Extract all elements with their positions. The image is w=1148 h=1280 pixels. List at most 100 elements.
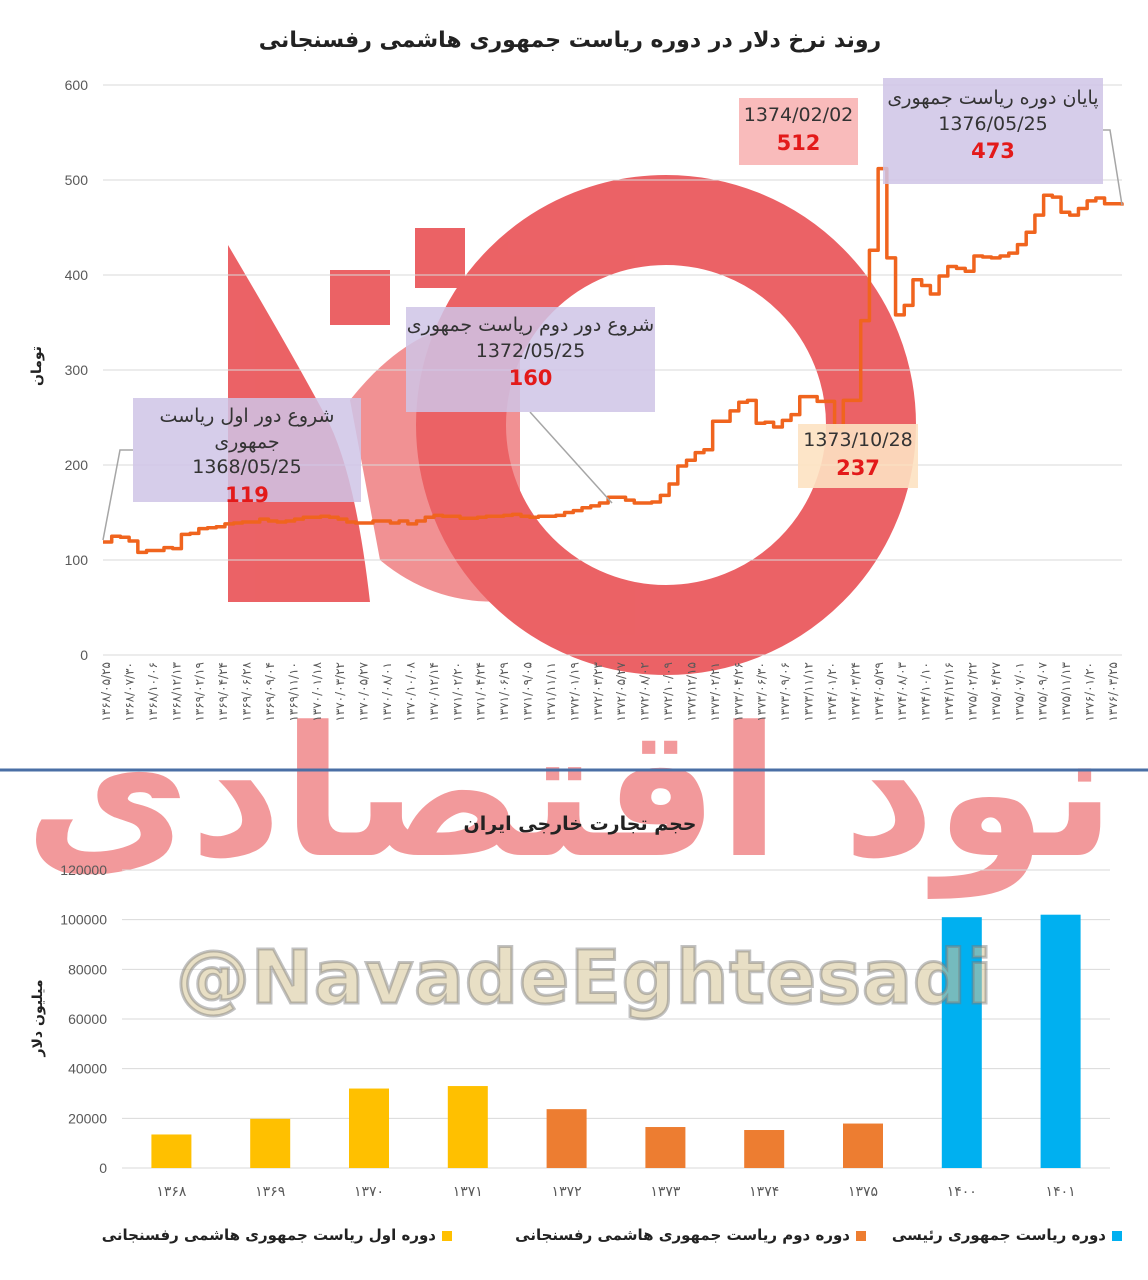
annotation-second-term-date: 1372/05/25	[475, 339, 586, 362]
bar-chart-bar	[941, 917, 982, 1168]
line-chart-x-tick: ۱۳۶۸/۰۵/۲۵	[99, 662, 113, 722]
line-chart-x-tick: ۱۳۷۱/۱۱/۱۱	[544, 662, 558, 722]
line-chart-x-tick: ۱۳۷۰/۰۵/۲۷	[357, 661, 371, 721]
bar-chart-x-tick: ۱۳۷۳	[650, 1184, 681, 1200]
bar-chart-y-tick: 60000	[68, 1011, 107, 1027]
bar-chart-x-tick: ۱۳۷۴	[749, 1184, 779, 1200]
bar-chart-bar	[546, 1109, 587, 1168]
line-chart-x-tick: ۱۳۶۸/۱۰/۰۶	[146, 662, 160, 722]
line-chart-x-tick: ۱۳۷۲/۰۳/۲۳	[591, 661, 605, 721]
bar-chart-bar	[843, 1123, 883, 1168]
bar-chart-bar	[447, 1086, 488, 1168]
bar-chart-y-tick: 80000	[68, 961, 107, 977]
bar-chart-y-tick: 40000	[68, 1061, 107, 1077]
line-chart-x-tick: ۱۳۷۳/۰۴/۲۶	[731, 662, 745, 722]
line-chart-y-tick: 0	[80, 647, 88, 663]
bar-chart-x-tick: ۱۳۶۹	[255, 1184, 285, 1200]
line-chart-x-tick: ۱۳۶۹/۰۶/۲۸	[240, 661, 254, 721]
line-chart-x-tick: ۱۳۷۵/۰۲/۲۲	[965, 662, 979, 722]
legend-raisi-term-swatch	[1112, 1230, 1122, 1241]
line-chart-x-tick: ۱۳۷۵/۱۱/۱۳	[1059, 661, 1073, 721]
annotation-first-term-date: 1368/05/25	[192, 456, 302, 479]
legend-second-term: دوره دوم ریاست جمهوری هاشمی رفسنجانی	[515, 1226, 866, 1244]
bar-chart-y-tick: 20000	[68, 1110, 107, 1126]
line-chart-x-tick: ۱۳۷۰/۰۸/۰۱	[380, 662, 394, 722]
bar-chart-y-tick: 120000	[60, 862, 107, 878]
annotation-end-term-label: پایان دوره ریاست جمهوری	[887, 87, 1099, 109]
annotation-end-term-date: 1376/05/25	[938, 112, 1048, 135]
annotation-dip: 1373/10/28 237	[798, 424, 918, 488]
line-chart-y-tick: 500	[65, 172, 89, 188]
line-chart-x-tick: ۱۳۷۶/۰۳/۲۵	[1106, 662, 1120, 722]
line-chart-title: روند نرخ دلار در دوره ریاست جمهوری هاشمی…	[258, 28, 882, 53]
line-chart-x-tick: ۱۳۷۱/۰۶/۲۹	[497, 662, 511, 722]
bar-chart-bar	[250, 1118, 291, 1168]
line-chart-x-tick: ۱۳۶۸/۰۷/۳۰	[122, 662, 136, 722]
legend-first-term-label: دوره اول ریاست جمهوری هاشمی رفسنجانی	[101, 1226, 436, 1244]
bar-chart-x-tick: ۱۴۰۱	[1046, 1184, 1076, 1200]
line-chart-x-tick: ۱۳۷۲/۱۲/۱۵	[684, 662, 698, 722]
annotation-first-term-leader	[102, 449, 133, 541]
line-chart-x-tick: ۱۳۷۰/۱۲/۱۴	[427, 662, 441, 722]
line-chart-x-tick: ۱۳۷۰/۰۱/۱۸	[310, 661, 324, 721]
watermark-logo-dot	[415, 228, 465, 288]
line-chart-y-tick: 600	[65, 77, 89, 93]
bar-chart-bar	[645, 1127, 686, 1168]
line-chart-series	[103, 166, 1124, 555]
line-chart-x-tick: ۱۳۷۵/۰۷/۰۱	[1012, 662, 1026, 722]
line-chart-x-tick: ۱۳۷۳/۰۲/۲۱	[708, 662, 722, 722]
bar-chart-x-tick: ۱۳۷۵	[848, 1184, 878, 1200]
line-chart-x-tick: ۱۳۷۴/۰۳/۲۴	[848, 662, 862, 722]
watermark-brand-text: نود اقتصادی	[25, 689, 1116, 899]
watermark-logo-dot	[330, 270, 390, 325]
line-chart-x-tick: ۱۳۷۲/۱۰/۰۹	[661, 662, 675, 722]
line-chart-x-tick: ۱۳۷۵/۰۴/۲۷	[989, 661, 1003, 721]
bar-chart-title: حجم تجارت خارجی ایران	[463, 813, 697, 835]
bar-chart-bar	[349, 1088, 389, 1168]
line-chart-x-tick: ۱۳۷۰/۰۳/۲۲	[333, 662, 347, 722]
line-chart-x-tick: ۱۳۷۵/۰۹/۰۷	[1036, 661, 1050, 721]
bar-chart-bar	[1040, 914, 1081, 1168]
annotation-first-term-label: شروع دور اول ریاست جمهوری	[159, 405, 335, 453]
bar-chart-y-tick: 0	[99, 1160, 107, 1176]
legend-second-term-label: دوره دوم ریاست جمهوری هاشمی رفسنجانی	[515, 1226, 850, 1244]
legend-first-term: دوره اول ریاست جمهوری هاشمی رفسنجانی	[102, 1226, 452, 1244]
line-chart-x-tick: ۱۳۷۲/۰۱/۱۹	[567, 662, 581, 722]
legend-raisi-term-label: دوره ریاست جمهوری رئیسی	[891, 1226, 1106, 1244]
annotation-peak-value: 512	[776, 130, 821, 155]
line-chart-x-tick: ۱۳۷۴/۰۱/۲۰	[825, 662, 839, 722]
line-chart-x-tick: ۱۳۷۱/۰۹/۰۵	[521, 662, 535, 722]
annotation-first-term: شروع دور اول ریاست جمهوری 1368/05/25 119	[133, 398, 361, 507]
annotation-end-term: پایان دوره ریاست جمهوری 1376/05/25 473	[883, 78, 1103, 184]
line-chart-x-tick: ۱۳۷۳/۰۹/۰۶	[778, 662, 792, 722]
bar-chart-ylabel: میلیون دلار	[30, 979, 46, 1057]
line-chart-x-tick: ۱۳۷۶/۰۱/۲۰	[1083, 662, 1097, 722]
bar-chart-x-tick: ۱۳۷۰	[354, 1184, 384, 1200]
annotation-peak: 1374/02/02 512	[739, 98, 858, 165]
annotation-end-term-value: 473	[971, 139, 1015, 164]
line-chart-x-tick: ۱۳۶۹/۰۲/۱۹	[193, 662, 207, 722]
annotation-first-term-value: 119	[225, 482, 269, 507]
annotation-second-term: شروع دور دوم ریاست جمهوری 1372/05/25 160	[406, 307, 655, 412]
line-chart-x-tick: ۱۳۶۹/۰۴/۲۴	[216, 662, 230, 722]
line-chart-x-tick: ۱۳۷۱/۰۲/۲۰	[450, 662, 464, 722]
annotation-dip-value: 237	[836, 455, 880, 480]
line-chart-y-tick: 300	[65, 362, 89, 378]
bar-chart-x-tick: ۱۳۷۲	[552, 1184, 582, 1200]
annotation-second-term-label: شروع دور دوم ریاست جمهوری	[406, 314, 655, 336]
annotation-dip-date: 1373/10/28	[803, 429, 913, 451]
legend-raisi-term: دوره ریاست جمهوری رئیسی	[892, 1226, 1122, 1244]
line-chart-x-tick: ۱۳۷۴/۰۸/۰۳	[895, 661, 909, 721]
bar-chart-x-tick: ۱۴۰۰	[947, 1184, 977, 1200]
line-chart-x-tick: ۱۳۷۳/۰۶/۳۰	[755, 662, 769, 722]
bar-chart-x-tick: ۱۳۷۱	[453, 1184, 483, 1200]
line-chart-x-tick: ۱۳۷۰/۱۰/۰۸	[403, 661, 417, 721]
line-chart-ylabel: تومان	[29, 346, 45, 386]
bar-chart-bar	[151, 1134, 192, 1168]
line-chart-x-tick: ۱۳۶۸/۱۲/۱۳	[169, 661, 183, 721]
annotation-peak-date: 1374/02/02	[743, 104, 854, 126]
line-chart-x-tick: ۱۳۷۴/۱۲/۱۶	[942, 662, 956, 722]
line-chart-x-tick: ۱۳۷۳/۱۱/۱۲	[802, 662, 816, 722]
